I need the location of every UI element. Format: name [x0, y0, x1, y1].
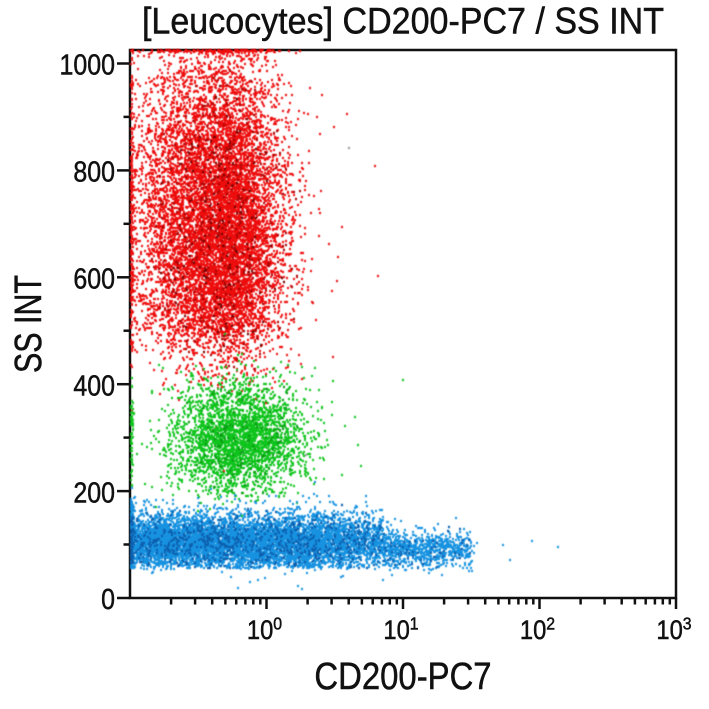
svg-text:400: 400	[73, 370, 115, 402]
svg-text:102: 102	[520, 614, 555, 646]
svg-text:SS INT: SS INT	[8, 275, 50, 373]
svg-text:600: 600	[73, 263, 115, 295]
svg-text:[Leucocytes] CD200-PC7 / SS IN: [Leucocytes] CD200-PC7 / SS INT	[142, 0, 664, 42]
svg-text:800: 800	[73, 156, 115, 188]
svg-text:200: 200	[73, 477, 115, 509]
svg-text:0: 0	[101, 583, 115, 615]
svg-text:CD200-PC7: CD200-PC7	[314, 655, 491, 698]
svg-text:1000: 1000	[60, 49, 115, 81]
